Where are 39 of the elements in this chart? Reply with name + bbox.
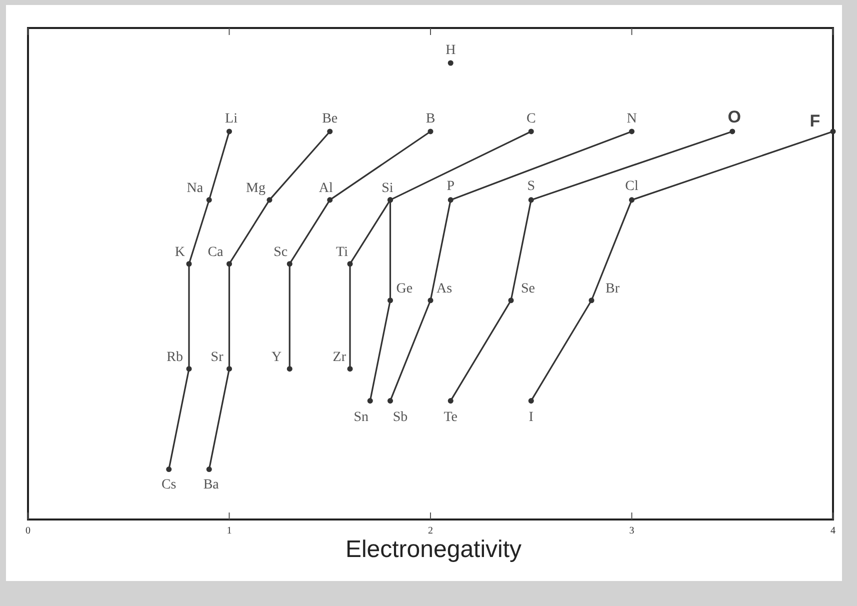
- x-tick-label: 0: [26, 526, 30, 536]
- annotation: Cs: [161, 477, 176, 492]
- annotation: Be: [322, 111, 338, 126]
- annotation: As: [436, 281, 452, 296]
- annotation: K: [174, 244, 185, 260]
- annotation: Mg: [246, 180, 266, 196]
- annotation: H: [446, 43, 456, 58]
- annotation: B: [426, 111, 436, 126]
- annotation: Cl: [625, 178, 638, 194]
- x-tick-label: 1: [226, 526, 232, 536]
- x-tick-label: 4: [830, 526, 836, 536]
- annotation: Sn: [354, 410, 369, 425]
- annotation: Zr: [332, 350, 346, 365]
- annotation: Sc: [274, 244, 288, 260]
- annotation: Y: [272, 350, 282, 365]
- annotation: Rb: [166, 350, 183, 365]
- annotation: P: [446, 178, 455, 194]
- annotation: Br: [606, 281, 620, 296]
- x-axis-title: Electronegativity: [345, 536, 522, 563]
- x-tick-label: 3: [629, 526, 634, 536]
- annotation: N: [626, 111, 637, 126]
- annotation: O: [728, 107, 741, 126]
- x-tick-label: 2: [428, 526, 433, 536]
- annotation: Li: [225, 111, 238, 126]
- annotation: Si: [382, 180, 394, 196]
- annotation: S: [527, 178, 536, 194]
- annotation: Te: [444, 410, 458, 425]
- annotation: Sr: [210, 350, 224, 365]
- annotation: Ba: [203, 477, 220, 492]
- annotation: Na: [186, 180, 204, 196]
- annotation: Ge: [396, 281, 413, 296]
- annotation: C: [526, 111, 536, 126]
- annotation: Ca: [208, 244, 224, 260]
- annotation: Se: [521, 281, 535, 296]
- annotation: F: [810, 111, 820, 130]
- annotation: Sb: [392, 410, 408, 425]
- annotation: I: [528, 410, 534, 425]
- annotation: Al: [318, 180, 333, 196]
- annotation: Ti: [336, 244, 348, 260]
